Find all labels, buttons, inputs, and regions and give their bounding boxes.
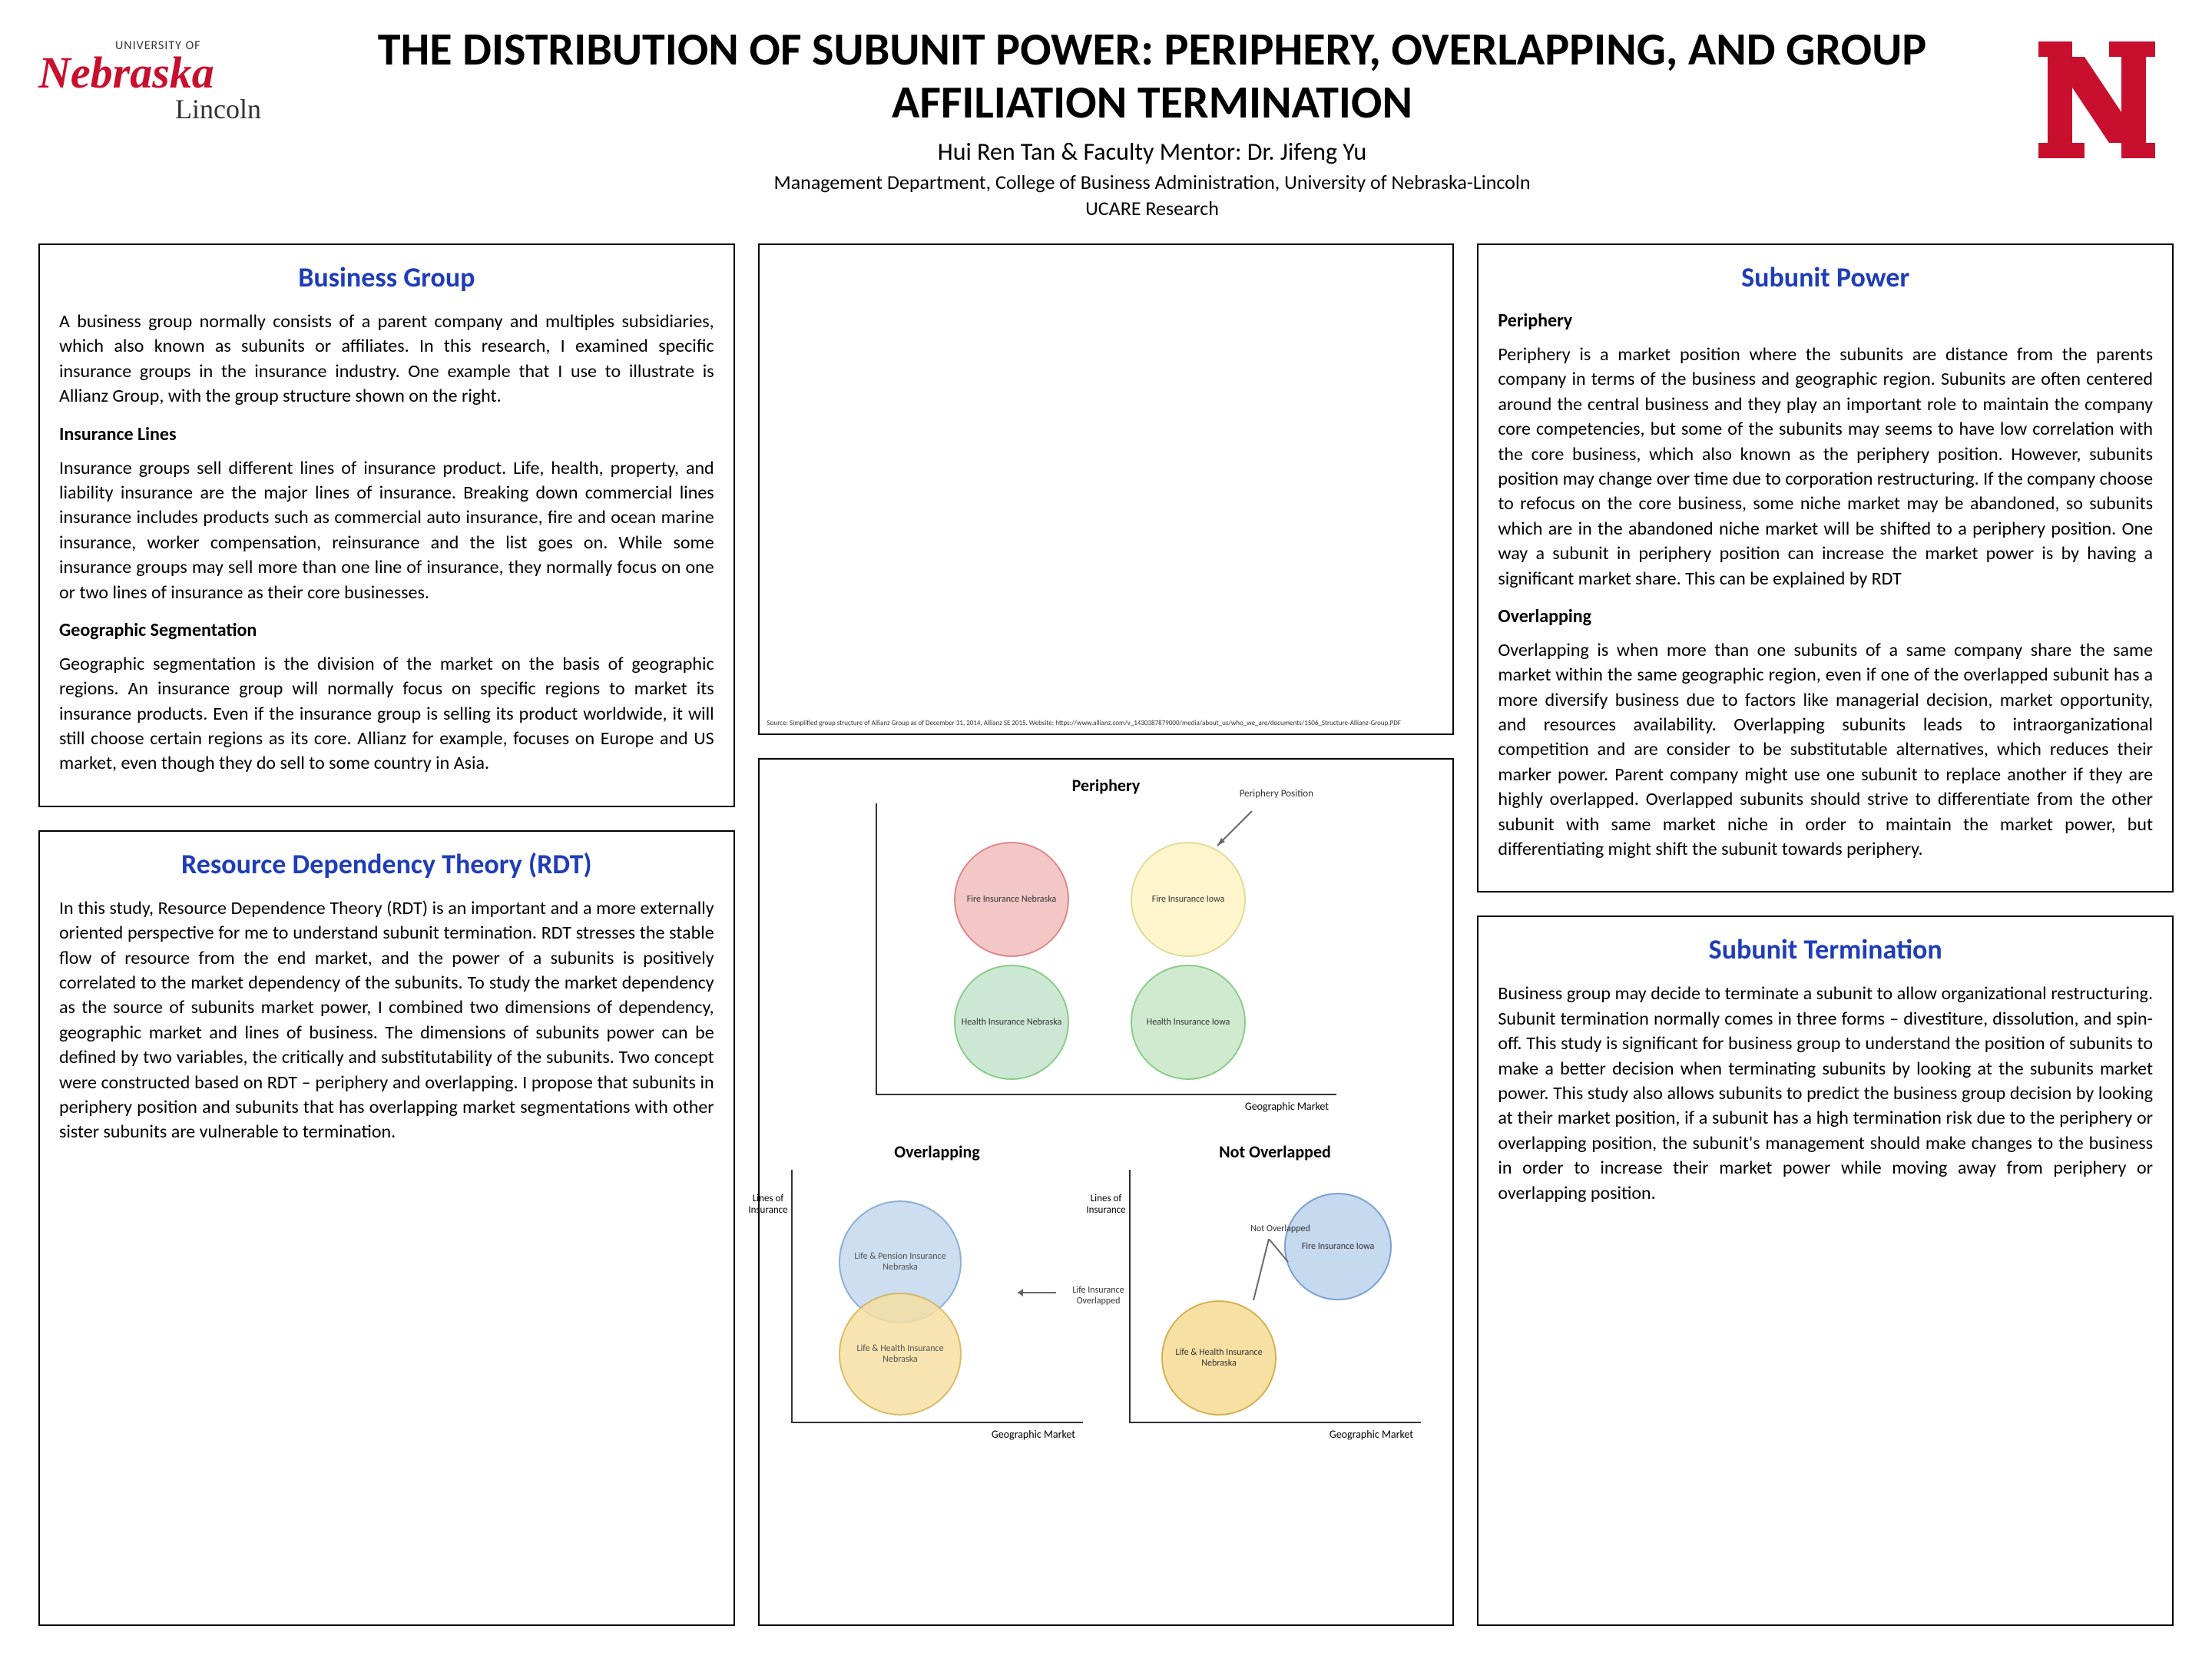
chart-circle: Life & Health Insurance Nebraska <box>1161 1300 1277 1416</box>
not-overlapped-block: Not Overlapped Lines of Insurance Fire I… <box>1121 1141 1429 1423</box>
lincoln-text: Lincoln <box>38 93 261 125</box>
title-block: THE DISTRIBUTION OF SUBUNIT POWER: PERIP… <box>284 23 2020 220</box>
poster-header: UNIVERSITY OF Nebraska Lincoln THE DISTR… <box>38 23 2174 220</box>
center-column: Source: Simplified group structure of Al… <box>758 243 1455 1626</box>
chart-circle: Health Insurance Iowa <box>1131 965 1246 1080</box>
y-axis-label: Lines of Insurance <box>1083 1193 1129 1216</box>
x-axis-label: Geographic Market <box>1245 1100 1329 1113</box>
panel-title: Subunit Power <box>1498 260 2153 294</box>
chart-circle: Health Insurance Nebraska <box>954 965 1069 1080</box>
chart-circle: Fire Insurance Iowa <box>1131 842 1246 957</box>
callout-label: Periphery Position <box>1240 788 1313 800</box>
overlapping-block: Overlapping Lines of Insurance Life & Pe… <box>783 1141 1091 1423</box>
chart-circle: Fire Insurance Iowa <box>1284 1193 1392 1300</box>
panel-title: Resource Dependency Theory (RDT) <box>59 847 714 881</box>
diagram-title: Periphery <box>775 775 1438 796</box>
x-axis-label: Geographic Market <box>992 1428 1075 1441</box>
termination-panel: Subunit Termination Business group may d… <box>1477 916 2174 1626</box>
insurance-heading: Insurance Lines <box>59 423 714 445</box>
authors: Hui Ren Tan & Faculty Mentor: Dr. Jifeng… <box>315 137 1989 167</box>
program: UCARE Research <box>315 196 1989 220</box>
callout-label: Not Overlapped <box>1246 1224 1315 1234</box>
overlap-heading: Overlapping <box>1498 605 2153 628</box>
x-axis-label: Geographic Market <box>1330 1428 1413 1441</box>
periphery-chart: Periphery Position Fire Insurance Nebras… <box>876 803 1336 1095</box>
not-overlap-title: Not Overlapped <box>1121 1141 1429 1162</box>
poster-title: THE DISTRIBUTION OF SUBUNIT POWER: PERIP… <box>315 23 1989 129</box>
n-icon <box>2035 38 2158 161</box>
y-axis-label: Lines of Insurance <box>745 1193 791 1216</box>
overlap-title: Overlapping <box>783 1141 1091 1162</box>
periphery-diagram: Periphery Periphery Position Fire Insura… <box>758 758 1455 1626</box>
right-column: Subunit Power Periphery Periphery is a m… <box>1477 243 2174 1626</box>
overlap-left-chart: Life & Pension Insurance NebraskaLife & … <box>791 1170 1083 1423</box>
chart-circle: Life & Health Insurance Nebraska <box>839 1293 962 1416</box>
periphery-heading: Periphery <box>1498 310 2153 332</box>
rdt-panel: Resource Dependency Theory (RDT) In this… <box>38 830 735 1626</box>
geo-heading: Geographic Segmentation <box>59 619 714 641</box>
rdt-text: In this study, Resource Dependence Theor… <box>59 896 714 1145</box>
business-group-panel: Business Group A business group normally… <box>38 243 735 807</box>
n-logo-right <box>2020 23 2174 161</box>
panel-title: Subunit Termination <box>1498 932 2153 966</box>
chart-circle: Fire Insurance Nebraska <box>954 842 1069 957</box>
left-column: Business Group A business group normally… <box>38 243 735 1626</box>
department: Management Department, College of Busine… <box>315 170 1989 194</box>
overlap-text: Overlapping is when more than one subuni… <box>1498 638 2153 863</box>
intro-text: A business group normally consists of a … <box>59 310 714 409</box>
subunit-power-panel: Subunit Power Periphery Periphery is a m… <box>1477 243 2174 892</box>
source-citation: Source: Simplified group structure of Al… <box>767 719 1445 727</box>
arrow-icon <box>1014 1281 1060 1304</box>
panel-title: Business Group <box>59 260 714 294</box>
arrow-icon <box>1246 1239 1292 1308</box>
org-structure-figure: Source: Simplified group structure of Al… <box>758 243 1455 735</box>
termination-text: Business group may decide to terminate a… <box>1498 982 2153 1206</box>
insurance-text: Insurance groups sell different lines of… <box>59 456 714 605</box>
content-columns: Business Group A business group normally… <box>38 243 2174 1626</box>
arrow-icon <box>1214 811 1260 849</box>
overlap-row: Overlapping Lines of Insurance Life & Pe… <box>775 1141 1438 1423</box>
nebraska-logo-left: UNIVERSITY OF Nebraska Lincoln <box>38 23 284 125</box>
geo-text: Geographic segmentation is the division … <box>59 652 714 777</box>
callout-label: Life Insurance Overlapped <box>1068 1285 1129 1306</box>
nebraska-text: Nebraska <box>38 53 284 93</box>
overlap-right-chart: Fire Insurance IowaLife & Health Insuran… <box>1129 1170 1421 1423</box>
periphery-text: Periphery is a market position where the… <box>1498 343 2153 591</box>
